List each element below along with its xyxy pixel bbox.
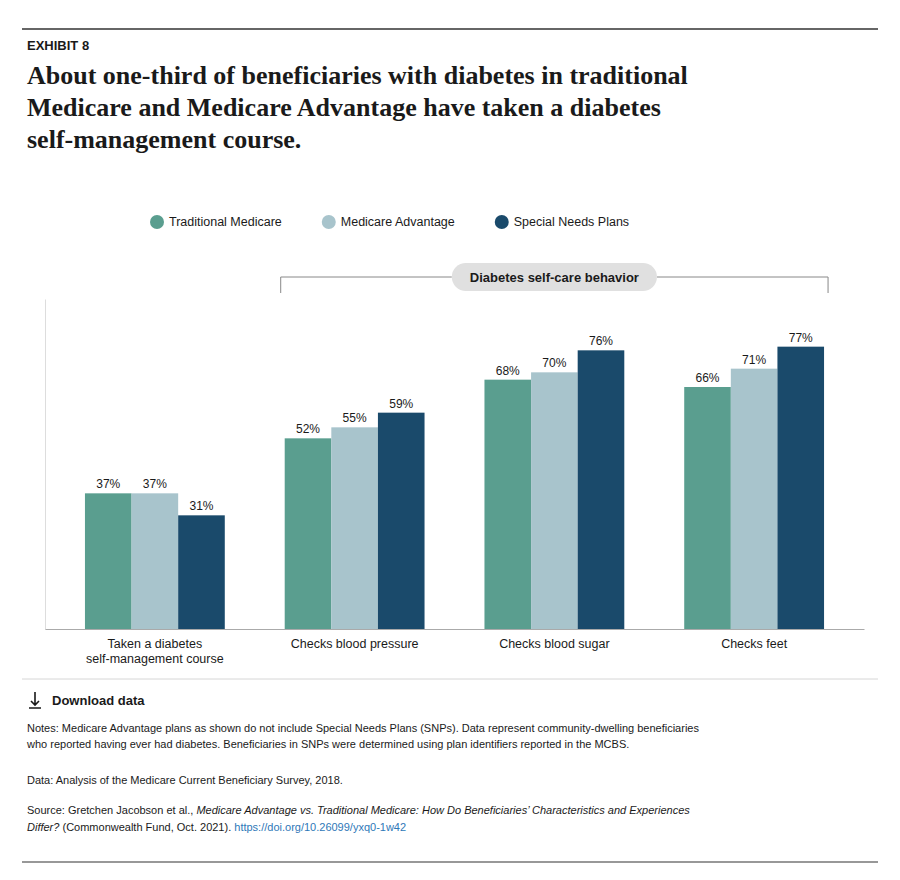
x-tick-label: Checks blood pressure <box>291 637 419 651</box>
x-tick-label-line: self-management course <box>86 652 224 666</box>
data-label: 59% <box>389 397 413 411</box>
x-tick: Checks blood sugar <box>499 629 609 651</box>
source-title: Medicare Advantage vs. Traditional Medic… <box>196 804 690 816</box>
bar <box>132 493 179 629</box>
bar-series <box>178 347 824 629</box>
data-label: 66% <box>696 371 720 385</box>
group-header-pill <box>452 263 657 291</box>
source-text: (Commonwealth Fund, Oct. 2021). <box>59 821 234 833</box>
title-line: Medicare and Medicare Advantage have tak… <box>27 93 661 122</box>
x-tick: Taken a diabetesself-management course <box>86 629 224 666</box>
bar <box>484 380 531 629</box>
data-label: 37% <box>143 477 167 491</box>
x-tick-label: Checks feet <box>721 637 788 651</box>
notes-line: Notes: Medicare Advantage plans as shown… <box>27 722 699 734</box>
chart: EXHIBIT 8 About one-third of beneficiarie… <box>0 0 900 880</box>
x-axis-line <box>46 629 865 630</box>
group-header-label: Diabetes self-care behavior <box>470 270 639 285</box>
bar <box>731 369 778 629</box>
title-line: self-management course. <box>27 125 301 154</box>
x-tick-label-line: Checks feet <box>721 637 788 651</box>
x-tick: Checks feet <box>721 629 788 651</box>
download-label: Download data <box>52 693 145 708</box>
x-tick-label-line: Checks blood pressure <box>291 637 419 651</box>
background <box>0 0 900 880</box>
data-label: 52% <box>296 422 320 436</box>
legend-label: Medicare Advantage <box>341 215 455 229</box>
bar-series <box>85 380 731 629</box>
data-label: 70% <box>542 356 566 370</box>
data-label: 68% <box>496 364 520 378</box>
legend-label: Traditional Medicare <box>169 215 282 229</box>
download-icon-shape <box>29 692 41 708</box>
legend-swatch <box>150 215 164 229</box>
top-rule <box>22 28 878 30</box>
bottom-rule <box>22 861 878 862</box>
source-text: Source: Gretchen Jacobson et al., <box>27 804 196 816</box>
legend-swatch <box>322 215 336 229</box>
data-note: Data: Analysis of the Medicare Current B… <box>27 774 343 786</box>
x-tick: Checks blood pressure <box>291 629 419 651</box>
group-header: Diabetes self-care behavior <box>281 263 828 293</box>
x-tick-label-line: Checks blood sugar <box>499 637 609 651</box>
bar <box>85 493 132 629</box>
x-tick-label-line: Taken a diabetes <box>108 637 203 651</box>
bar <box>578 350 625 629</box>
separator <box>22 679 878 680</box>
bar <box>777 347 824 629</box>
legend-item: Medicare Advantage <box>322 215 455 229</box>
bars <box>85 347 824 629</box>
data-label: 77% <box>789 331 813 345</box>
data-labels: 37% 52% 68% 66% 37% 55% 70% 71% 31% 59% 76% 77% <box>96 331 813 514</box>
title-line: About one-third of beneficiaries with di… <box>27 61 688 90</box>
title: About one-third of beneficiaries with di… <box>27 61 688 154</box>
source-title: Differ? <box>27 821 60 833</box>
data-label: 31% <box>189 499 213 513</box>
data-label: 76% <box>589 334 613 348</box>
source-line: Differ? (Commonwealth Fund, Oct. 2021). … <box>27 821 406 833</box>
bar <box>178 515 225 629</box>
data-label: 71% <box>742 353 766 367</box>
exhibit-label: EXHIBIT 8 <box>27 38 89 53</box>
bar <box>285 438 332 629</box>
source-line: Source: Gretchen Jacobson et al., Medica… <box>27 804 690 816</box>
notes-line: who reported having ever had diabetes. B… <box>26 738 629 750</box>
x-tick-label: Taken a diabetesself-management course <box>86 637 224 666</box>
bar <box>378 413 425 629</box>
legend-item: Special Needs Plans <box>495 215 629 229</box>
legend-item: Traditional Medicare <box>150 215 282 229</box>
bar-series <box>132 369 778 629</box>
legend-swatch <box>495 215 509 229</box>
legend: Traditional Medicare Medicare Advantage Sp… <box>150 215 629 229</box>
source-url: https://doi.org/10.26099/yxq0-1w42 <box>234 821 406 833</box>
notes: Notes: Medicare Advantage plans as shown… <box>26 722 699 750</box>
bar <box>331 427 378 629</box>
bar <box>684 387 731 629</box>
x-axis: Taken a diabetesself-management course Ch… <box>46 629 865 666</box>
data-label: 55% <box>343 411 367 425</box>
bar <box>531 372 578 629</box>
x-tick-label: Checks blood sugar <box>499 637 609 651</box>
y-axis-line <box>45 300 46 630</box>
y-axis <box>45 300 46 630</box>
legend-label: Special Needs Plans <box>514 215 629 229</box>
download-icon <box>29 692 41 708</box>
data-label: 37% <box>96 477 120 491</box>
